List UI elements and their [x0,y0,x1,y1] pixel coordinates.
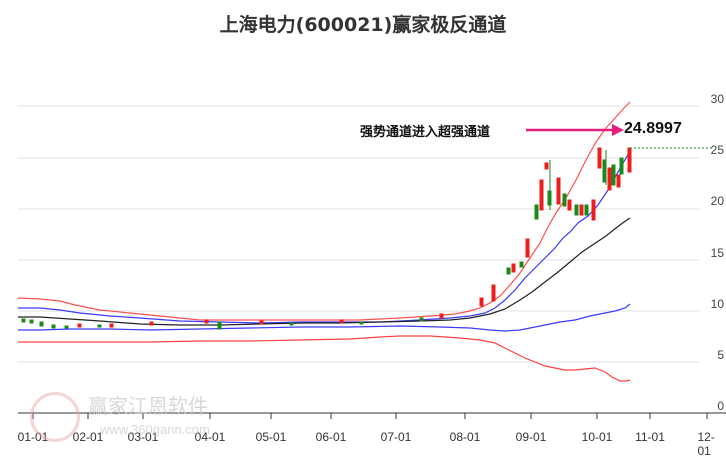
x-axis-ticks [32,413,708,419]
watermark-brand: 赢家江恩软件 [88,394,208,418]
arrow-head-icon [612,124,624,136]
y-tick-20: 20 [710,194,724,208]
y-tick-10: 10 [710,297,724,311]
lower-blue-band [18,303,631,332]
chart-title: 上海电力(600021)赢家极反通道 [219,14,507,36]
x-tick: 11-01 [635,430,665,444]
y-tick-25: 25 [710,143,724,157]
watermark-url: www.360gann.com [100,422,210,437]
y-tick-0: 0 [717,399,724,413]
y-tick-30: 30 [710,92,724,106]
x-tick: 04-01 [194,430,226,444]
candlesticks [21,147,632,330]
x-tick: 09-01 [515,430,547,444]
x-tick: 06-01 [315,430,347,444]
x-tick: 05-01 [255,430,287,444]
lower-red-band [18,335,631,382]
x-tick: 12-01 [697,430,715,458]
x-tick: 03-01 [127,430,159,444]
x-tick: 08-01 [449,430,481,444]
gridlines [18,105,700,363]
y-tick-15: 15 [710,246,724,260]
upper-blue-band [18,150,631,324]
upper-red-band [17,101,631,321]
annotation-text: 强势通道进入超强通道 [360,125,491,140]
watermark-logo-icon [30,392,80,442]
x-tick: 02-01 [72,430,104,444]
y-tick-5: 5 [717,348,724,362]
price-label: 24.8997 [624,120,682,137]
middle-black-line [18,217,631,326]
x-tick: 10-01 [581,430,613,444]
x-tick: 07-01 [380,430,412,444]
